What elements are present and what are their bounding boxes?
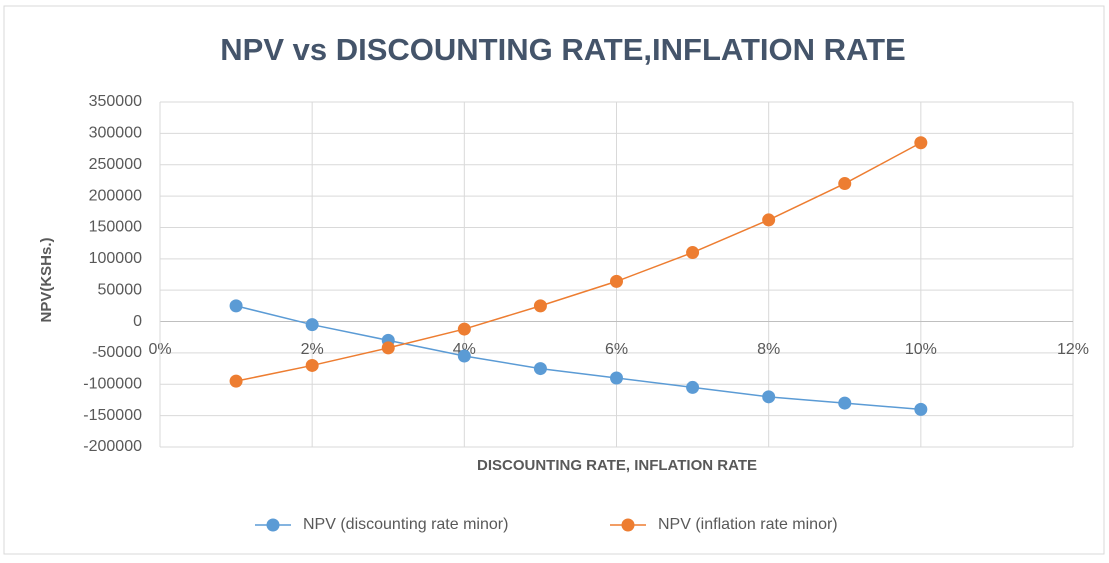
y-axis-label: NPV(KSHs.) — [38, 237, 55, 322]
data-point — [610, 274, 623, 288]
data-point — [914, 136, 928, 150]
legend-label: NPV (inflation rate minor) — [658, 516, 838, 533]
y-tick-label: -200000 — [83, 438, 142, 455]
legend-marker — [621, 518, 635, 532]
x-tick-label: 12% — [1057, 341, 1089, 358]
data-point — [533, 362, 547, 376]
y-tick-label: 250000 — [89, 156, 142, 173]
y-tick-label: -100000 — [83, 375, 142, 392]
data-point — [686, 246, 700, 260]
data-point — [762, 390, 776, 404]
y-tick-label: -50000 — [92, 344, 142, 361]
legend-marker — [266, 518, 280, 532]
data-point — [914, 402, 928, 416]
data-point — [686, 380, 700, 394]
y-tick-label: 200000 — [89, 187, 142, 204]
x-axis-label: DISCOUNTING RATE, INFLATION RATE — [477, 457, 757, 474]
chart-title: NPV vs DISCOUNTING RATE,INFLATION RATE — [220, 32, 905, 67]
data-point — [229, 299, 243, 313]
legend-label: NPV (discounting rate minor) — [303, 516, 508, 533]
data-point — [838, 177, 852, 191]
series-line — [235, 305, 921, 411]
data-point — [762, 213, 776, 227]
data-point — [610, 371, 623, 385]
y-tick-label: 350000 — [89, 93, 142, 110]
y-tick-label: 0 — [133, 313, 142, 330]
x-tick-label: 2% — [301, 341, 324, 358]
data-point — [305, 318, 319, 332]
data-point — [838, 396, 852, 410]
y-tick-label: 300000 — [89, 125, 142, 142]
data-point — [457, 349, 471, 363]
x-tick-label: 10% — [905, 341, 937, 358]
data-point — [229, 374, 243, 388]
x-tick-label: 6% — [605, 341, 628, 358]
data-point — [533, 299, 547, 313]
data-point — [457, 322, 471, 336]
y-tick-label: 150000 — [89, 219, 142, 236]
y-tick-label: -150000 — [83, 407, 142, 424]
x-tick-label: 8% — [757, 341, 780, 358]
y-tick-label: 100000 — [89, 250, 142, 267]
y-tick-label: 50000 — [98, 281, 143, 298]
data-point — [381, 341, 395, 355]
series-line — [235, 142, 922, 382]
data-point — [305, 358, 319, 372]
